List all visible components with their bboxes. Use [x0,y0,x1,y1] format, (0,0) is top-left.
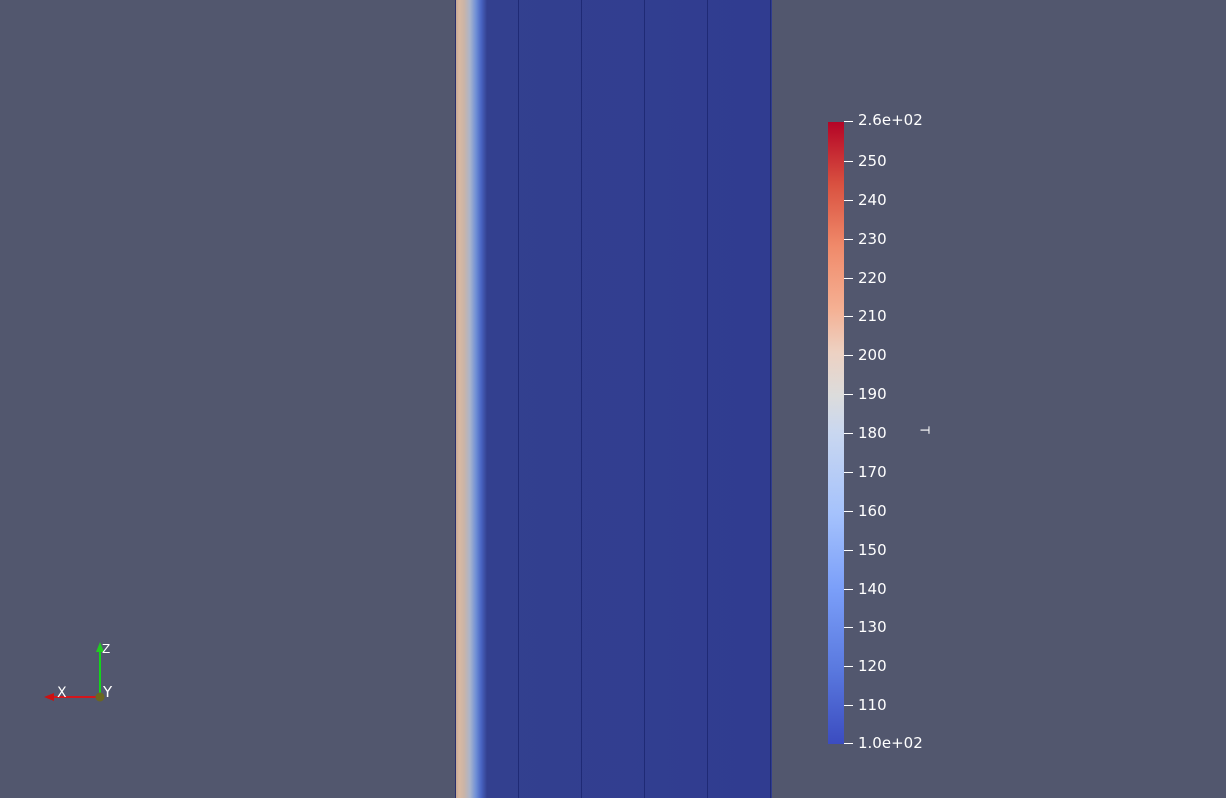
scalar-bar-title: T [917,426,932,434]
scalar-bar-tick-label: 220 [858,269,887,287]
scalar-bar-tick [844,627,853,628]
scalar-bar-tick-label: 200 [858,346,887,364]
color-bar [828,122,844,744]
scalar-bar-tick-label: 190 [858,385,887,403]
scalar-bar-tick-label: 140 [858,580,887,598]
scalar-bar-tick [844,394,853,395]
scalar-bar-tick [844,200,853,201]
scalar-bar-tick [844,550,853,551]
scalar-bar-tick [844,705,853,706]
scalar-bar-tick-max [844,121,853,122]
scalar-bar-tick [844,433,853,434]
y-axis-label: Y [102,683,113,701]
z-axis-label: Z [102,642,110,656]
scalar-bar-tick-label: 230 [858,230,887,248]
scalar-bar-tick [844,666,853,667]
mesh-cell-edge [707,0,708,798]
scalar-bar-tick-label: 160 [858,502,887,520]
scalar-bar-tick-label: 120 [858,657,887,675]
scalar-bar-tick-label: 240 [858,191,887,209]
scalar-bar-tick-label: 170 [858,463,887,481]
scalar-bar-tick-label: 150 [858,541,887,559]
scalar-bar-tick-label: 130 [858,618,887,636]
mesh-slab [455,0,772,798]
scalar-bar-tick [844,161,853,162]
scalar-bar-tick [844,278,853,279]
scalar-bar-tick [844,589,853,590]
mesh-cell-edge [581,0,582,798]
scalar-bar-tick [844,472,853,473]
z-axis-arrow [96,642,104,652]
y-axis-marker [95,692,105,702]
scalar-bar-tick-label: 250 [858,152,887,170]
mesh-cell-edge [518,0,519,798]
mesh-cell-edge [644,0,645,798]
scalar-bar-min-label: 1.0e+02 [858,734,923,752]
scalar-bar-tick [844,355,853,356]
x-axis-label: X [57,685,67,701]
scalar-bar-max-label: 2.6e+02 [858,111,923,129]
scalar-bar-tick-label: 180 [858,424,887,442]
scalar-bar-tick-label: 110 [858,696,887,714]
scalar-bar-tick-min [844,743,853,744]
mesh-cell-edge [770,0,771,798]
scalar-bar-tick [844,239,853,240]
scalar-bar-tick [844,511,853,512]
scalar-bar-tick [844,316,853,317]
x-axis-arrow [44,693,54,701]
orientation-axes: X Y Z [44,642,113,702]
scalar-bar-tick-label: 210 [858,307,887,325]
